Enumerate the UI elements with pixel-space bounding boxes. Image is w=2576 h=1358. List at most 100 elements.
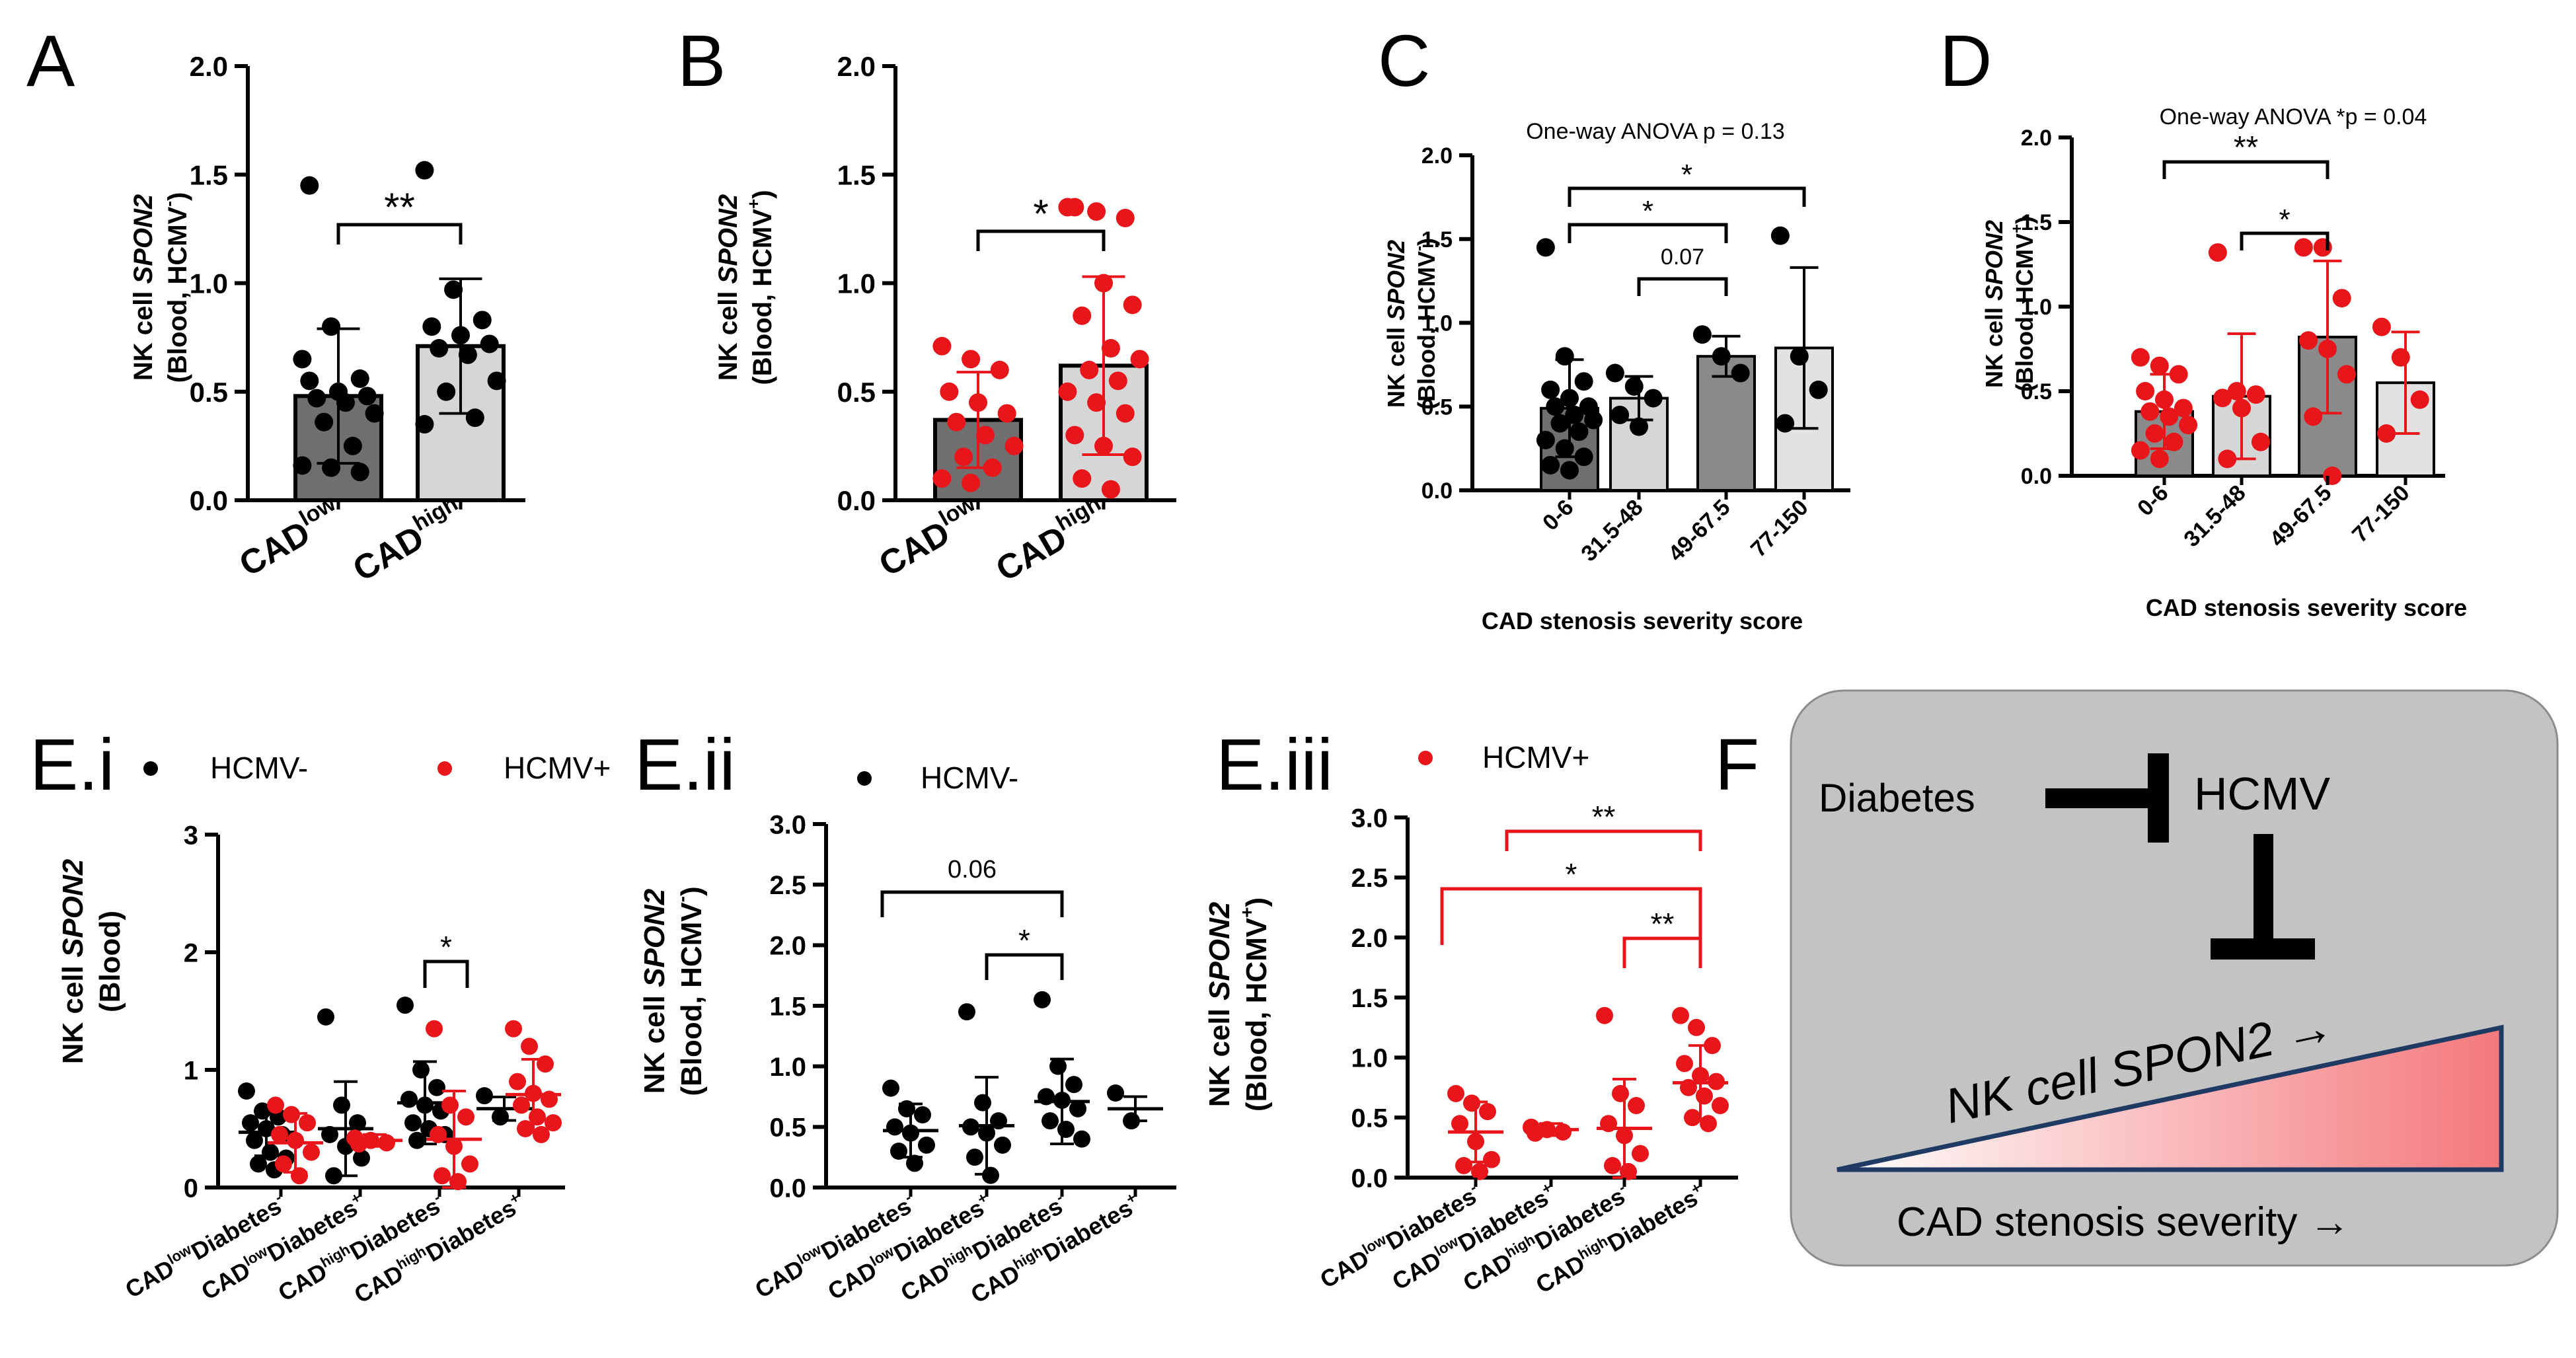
data-point [1712, 1097, 1729, 1114]
data-point [1776, 414, 1795, 433]
data-point [2136, 382, 2155, 400]
data-point [954, 447, 973, 467]
data-point [932, 336, 952, 356]
bracket-line [1440, 887, 1702, 945]
data-point [449, 1173, 467, 1191]
data-point [1692, 325, 1712, 344]
significance-bracket: * [1568, 159, 1806, 207]
data-point [1471, 1162, 1488, 1180]
data-point [293, 456, 312, 475]
data-point [1624, 377, 1644, 396]
data-point [350, 463, 369, 482]
data-point [1123, 295, 1142, 315]
legend-eii-neg-marker [857, 771, 872, 786]
y-tick-label: 2.5 [1351, 864, 1388, 893]
panel-letter-eii: E.ii [634, 724, 736, 806]
significance-bracket: * [1440, 857, 1702, 945]
data-point [2227, 382, 2246, 400]
data-point [1620, 1162, 1637, 1180]
x-tick-label: 31.5-48 [1576, 495, 1648, 566]
bracket-line [880, 890, 1064, 917]
data-point [1467, 1133, 1484, 1151]
y-tick-label: 2 [184, 938, 198, 967]
chart-c: 0.0 0.5 1.0 1.5 2.0 0-631.5-48 49-67.5 77-150 [1421, 143, 1850, 566]
data-point [1692, 1067, 1709, 1084]
x-tick-label: 77-150 [2347, 480, 2415, 548]
data-point [303, 1143, 320, 1161]
data-point [2304, 407, 2323, 426]
data-point [480, 334, 499, 354]
data-point [336, 393, 355, 412]
data-point [317, 1008, 334, 1026]
significance-label: ** [2234, 130, 2258, 165]
data-point [1058, 382, 1077, 401]
data-point [1790, 347, 1809, 366]
data-point [451, 326, 470, 345]
data-point [2246, 385, 2265, 404]
y-tick-label: 0.0 [2021, 464, 2052, 489]
significance-label: 0.07 [1661, 245, 1704, 270]
data-point [476, 1087, 493, 1105]
data-point [2160, 407, 2179, 426]
data-point [1672, 1006, 1689, 1024]
y-tick-label: 0.0 [769, 1174, 806, 1203]
x-tick-label: CADhigh [344, 491, 471, 589]
data-point [2164, 432, 2183, 451]
data-point [1809, 380, 1828, 399]
data-point [416, 1096, 434, 1114]
data-point [1065, 198, 1084, 217]
data-point [914, 1106, 931, 1123]
data-point [2145, 424, 2164, 443]
data-point [349, 1114, 366, 1132]
y-tick-label: 2.0 [2021, 126, 2052, 151]
data-point [1554, 1123, 1572, 1141]
bracket-line [976, 229, 1106, 251]
data-point [343, 436, 362, 455]
data-point [1546, 397, 1565, 416]
data-point [1630, 417, 1648, 436]
data-point [2332, 289, 2351, 308]
hcmv-node: HCMV [2194, 768, 2330, 819]
y-tick-label: 1.0 [190, 268, 228, 299]
y-tick-label: 1.0 [837, 268, 876, 299]
data-point [1447, 1084, 1464, 1102]
data-point [1536, 238, 1555, 257]
data-point [441, 1096, 459, 1114]
data-point [437, 382, 456, 401]
data-point [505, 1020, 522, 1037]
legend-ei: HCMV- HCMV+ [143, 751, 611, 785]
panel-letter-eiii: E.iii [1216, 724, 1333, 806]
ylabel-d: NK cell SPON2 (Blood, HCMV+) [1981, 216, 2038, 392]
data-point [2377, 424, 2396, 443]
data-point [258, 1120, 275, 1137]
inhibit-arrow-shaft-vertical [2254, 834, 2273, 945]
bracket-line [1505, 829, 1702, 851]
y-tick-label: 3.0 [769, 810, 806, 839]
data-point [1057, 1121, 1075, 1138]
data-point [428, 1078, 445, 1096]
data-point [1101, 339, 1120, 358]
x-tick-label: CADlow [870, 490, 989, 584]
y-tick-label: 0 [184, 1174, 198, 1203]
data-point [509, 1073, 526, 1090]
y-tick-label: 1.0 [1351, 1044, 1388, 1073]
data-point [426, 1020, 443, 1037]
data-point [445, 1137, 463, 1155]
data-point [529, 1108, 546, 1126]
data-point [1080, 360, 1099, 379]
data-point [300, 176, 319, 195]
significance-label: * [1642, 195, 1653, 227]
data-point [307, 389, 326, 408]
data-point [271, 1125, 288, 1143]
data-point [975, 426, 995, 445]
y-tick-label: 0.0 [1351, 1164, 1388, 1193]
ylabel-a: NK cell SPON2 (Blood, HCMV-) [129, 192, 192, 383]
data-point [525, 1084, 542, 1102]
data-point [246, 1131, 263, 1149]
data-point [457, 1108, 474, 1126]
data-point [940, 382, 959, 401]
data-point [465, 408, 484, 428]
significance-label: * [2279, 204, 2290, 236]
data-point [2337, 365, 2356, 384]
